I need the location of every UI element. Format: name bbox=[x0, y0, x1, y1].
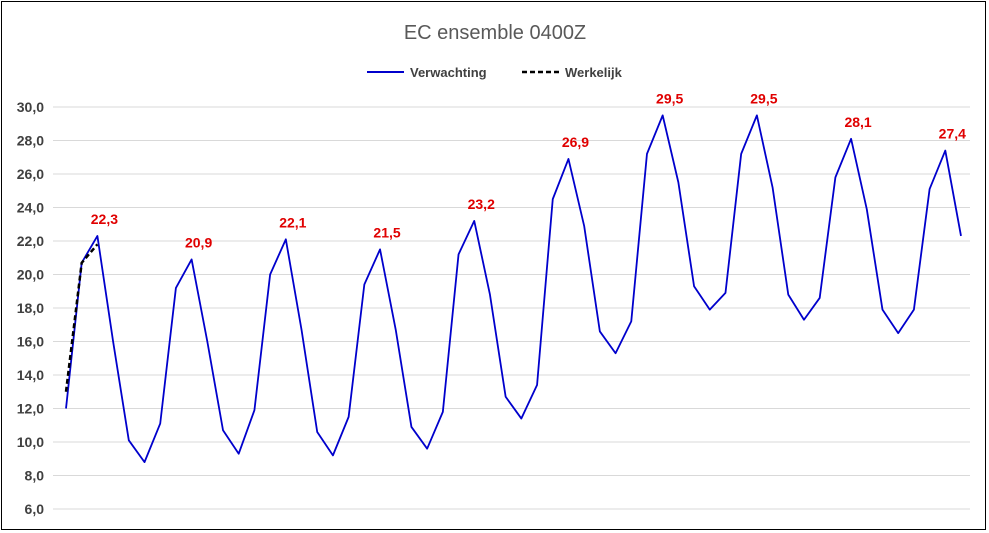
peak-labels: 22,3 20,9 22,1 21,5 23,2 26,9 29,5 29,5 28,1 27,4 bbox=[91, 90, 966, 250]
y-tick-label: 12,0 bbox=[17, 401, 44, 417]
y-tick-label: 10,0 bbox=[17, 434, 44, 450]
legend-label-verwachting: Verwachting bbox=[410, 65, 487, 80]
peak-value-label: 27,4 bbox=[939, 126, 966, 142]
peak-value-label: 21,5 bbox=[373, 224, 400, 240]
peak-value-label: 22,1 bbox=[279, 214, 306, 230]
y-tick-label: 6,0 bbox=[25, 501, 45, 517]
series-line-verwachting bbox=[65, 114, 962, 464]
y-tick-label: 18,0 bbox=[17, 300, 44, 316]
peak-value-label: 29,5 bbox=[656, 90, 683, 106]
y-tick-label: 26,0 bbox=[17, 166, 44, 182]
peak-value-label: 23,2 bbox=[468, 196, 495, 212]
y-tick-label: 22,0 bbox=[17, 233, 44, 249]
y-tick-label: 30,0 bbox=[17, 99, 44, 115]
y-tick-label: 20,0 bbox=[17, 267, 44, 283]
legend: Verwachting Werkelijk bbox=[367, 65, 623, 80]
y-tick-label: 24,0 bbox=[17, 200, 44, 216]
y-tick-label: 8,0 bbox=[25, 468, 45, 484]
peak-value-label: 22,3 bbox=[91, 211, 118, 227]
peak-value-label: 20,9 bbox=[185, 234, 212, 250]
y-tick-label: 14,0 bbox=[17, 367, 44, 383]
peak-value-label: 28,1 bbox=[844, 114, 871, 130]
chart-title: EC ensemble 0400Z bbox=[404, 22, 586, 44]
legend-label-werkelijk: Werkelijk bbox=[565, 65, 623, 80]
gridlines bbox=[53, 106, 970, 510]
series-group bbox=[64, 114, 962, 464]
peak-value-label: 26,9 bbox=[562, 134, 589, 150]
peak-value-label: 29,5 bbox=[750, 90, 777, 106]
y-axis: 6,0 8,0 10,0 12,0 14,0 16,0 18,0 20,0 22,0 24,0 26… bbox=[17, 99, 44, 517]
y-tick-label: 28,0 bbox=[17, 133, 44, 149]
series-line-werkelijk bbox=[64, 243, 99, 392]
y-tick-label: 16,0 bbox=[17, 334, 44, 350]
